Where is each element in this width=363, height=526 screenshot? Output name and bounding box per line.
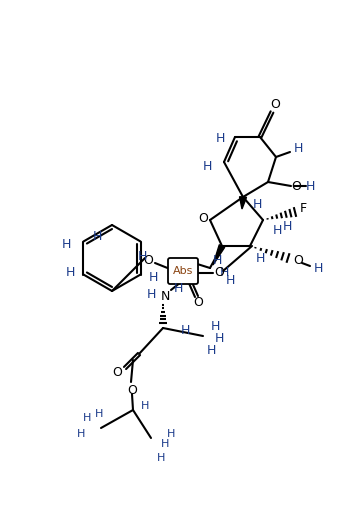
Text: H: H: [95, 409, 103, 419]
Text: H: H: [62, 238, 71, 251]
Text: H: H: [282, 219, 292, 232]
Text: O: O: [291, 179, 301, 193]
Text: H: H: [225, 275, 235, 288]
Text: H: H: [138, 250, 147, 263]
Text: O: O: [198, 211, 208, 225]
FancyBboxPatch shape: [168, 258, 198, 284]
Text: H: H: [272, 224, 282, 237]
Text: H: H: [167, 429, 175, 439]
Text: H: H: [77, 429, 85, 439]
Polygon shape: [213, 245, 225, 265]
Text: H: H: [141, 401, 149, 411]
Text: H: H: [215, 133, 225, 146]
Text: H: H: [219, 267, 229, 279]
Text: H: H: [313, 261, 323, 275]
Text: H: H: [206, 343, 216, 357]
Text: O: O: [214, 267, 224, 279]
Text: H: H: [293, 143, 303, 156]
Text: Abs: Abs: [173, 266, 193, 276]
Text: H: H: [202, 160, 212, 174]
Polygon shape: [240, 197, 246, 209]
Text: O: O: [293, 255, 303, 268]
Text: H: H: [252, 198, 262, 211]
Text: F: F: [299, 201, 307, 215]
Text: N: N: [160, 290, 170, 304]
Text: H: H: [210, 319, 220, 332]
Text: O: O: [270, 97, 280, 110]
Text: H: H: [212, 254, 222, 267]
Text: H: H: [180, 323, 190, 337]
Text: O: O: [143, 254, 153, 267]
Text: H: H: [173, 282, 183, 296]
Text: O: O: [112, 367, 122, 379]
Text: H: H: [92, 230, 102, 244]
Text: H: H: [305, 179, 315, 193]
Text: H: H: [83, 413, 91, 423]
Text: O: O: [127, 383, 137, 397]
Text: H: H: [214, 331, 224, 345]
Text: H: H: [66, 266, 75, 279]
Text: H: H: [255, 251, 265, 265]
Text: H: H: [149, 271, 158, 284]
Text: O: O: [193, 297, 203, 309]
Text: H: H: [146, 288, 156, 300]
Text: H: H: [161, 439, 169, 449]
Text: H: H: [157, 453, 165, 463]
